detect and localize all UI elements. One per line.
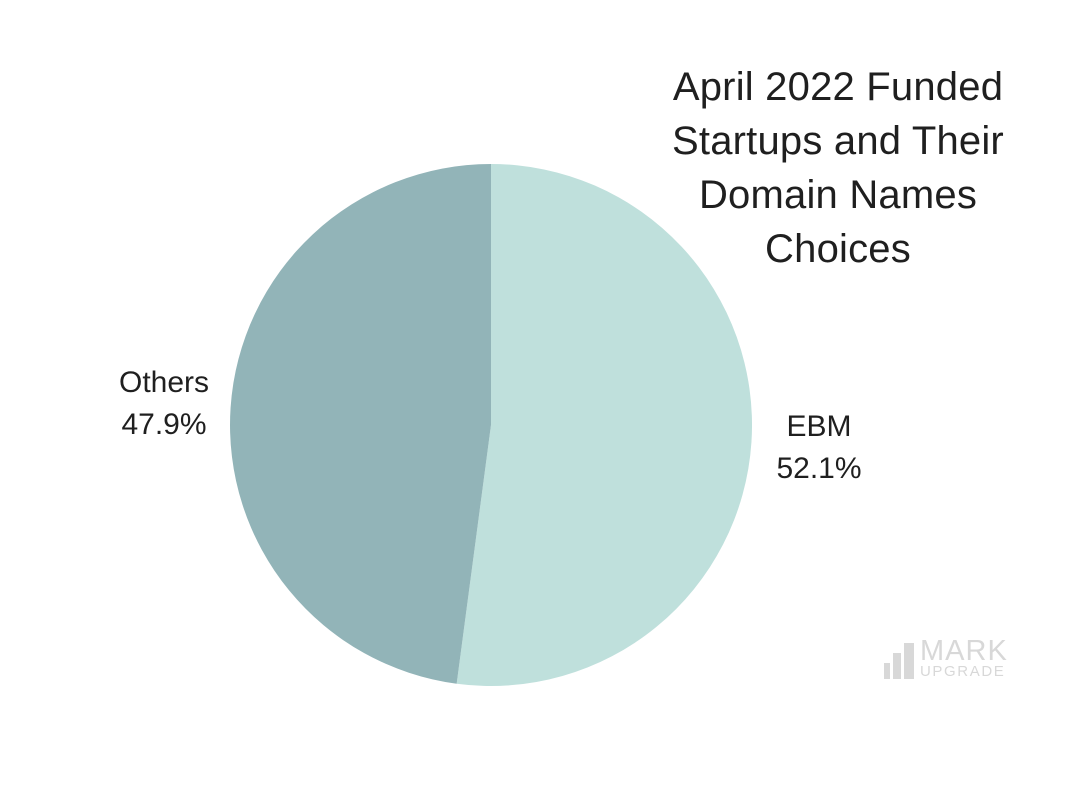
slice-label-others-name: Others <box>118 366 210 399</box>
chart-title: April 2022 Funded Startups and Their Dom… <box>672 65 1004 271</box>
brand-name-bottom: UPGRADE <box>920 663 1006 680</box>
pie-slice-ebm <box>456 164 752 686</box>
brand-watermark: MARK UPGRADE <box>883 635 1008 680</box>
slice-label-ebm-percent: 52.1% <box>776 452 862 485</box>
bar-chart-icon <box>884 643 914 679</box>
slice-label-ebm: EBM 52.1% <box>719 406 919 490</box>
brand-text: MARK UPGRADE <box>920 635 1008 680</box>
brand-name-top: MARK <box>920 635 1008 667</box>
slice-label-ebm-name: EBM <box>786 410 852 443</box>
slice-label-others: Others 47.9% <box>64 362 264 446</box>
pie-slice-others <box>230 164 491 684</box>
pie-chart <box>230 164 752 686</box>
slice-label-others-percent: 47.9% <box>121 408 207 441</box>
